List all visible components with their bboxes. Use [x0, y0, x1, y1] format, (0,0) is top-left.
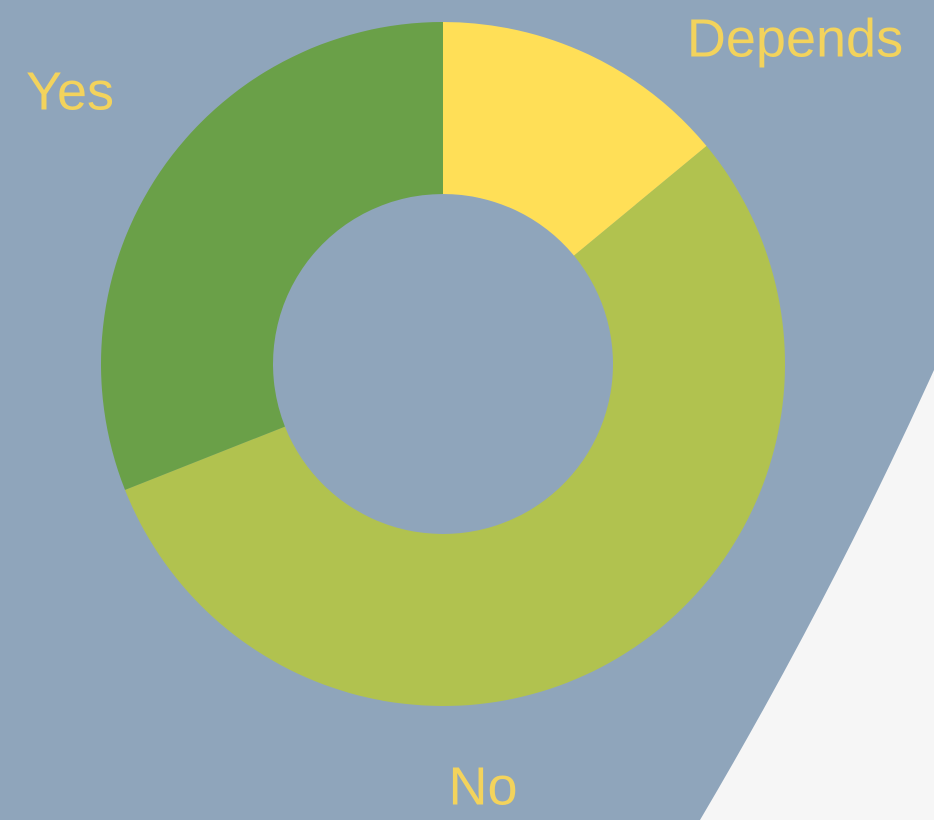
donut-slice — [125, 146, 785, 707]
donut — [100, 22, 785, 707]
category-label: No — [448, 756, 517, 816]
donut-slice — [443, 22, 707, 256]
labels: Depends No Yes — [26, 8, 903, 816]
donut-slice — [100, 22, 444, 490]
category-label: Yes — [26, 61, 114, 121]
decor-shape — [700, 370, 934, 820]
category-label: Depends — [687, 8, 903, 68]
